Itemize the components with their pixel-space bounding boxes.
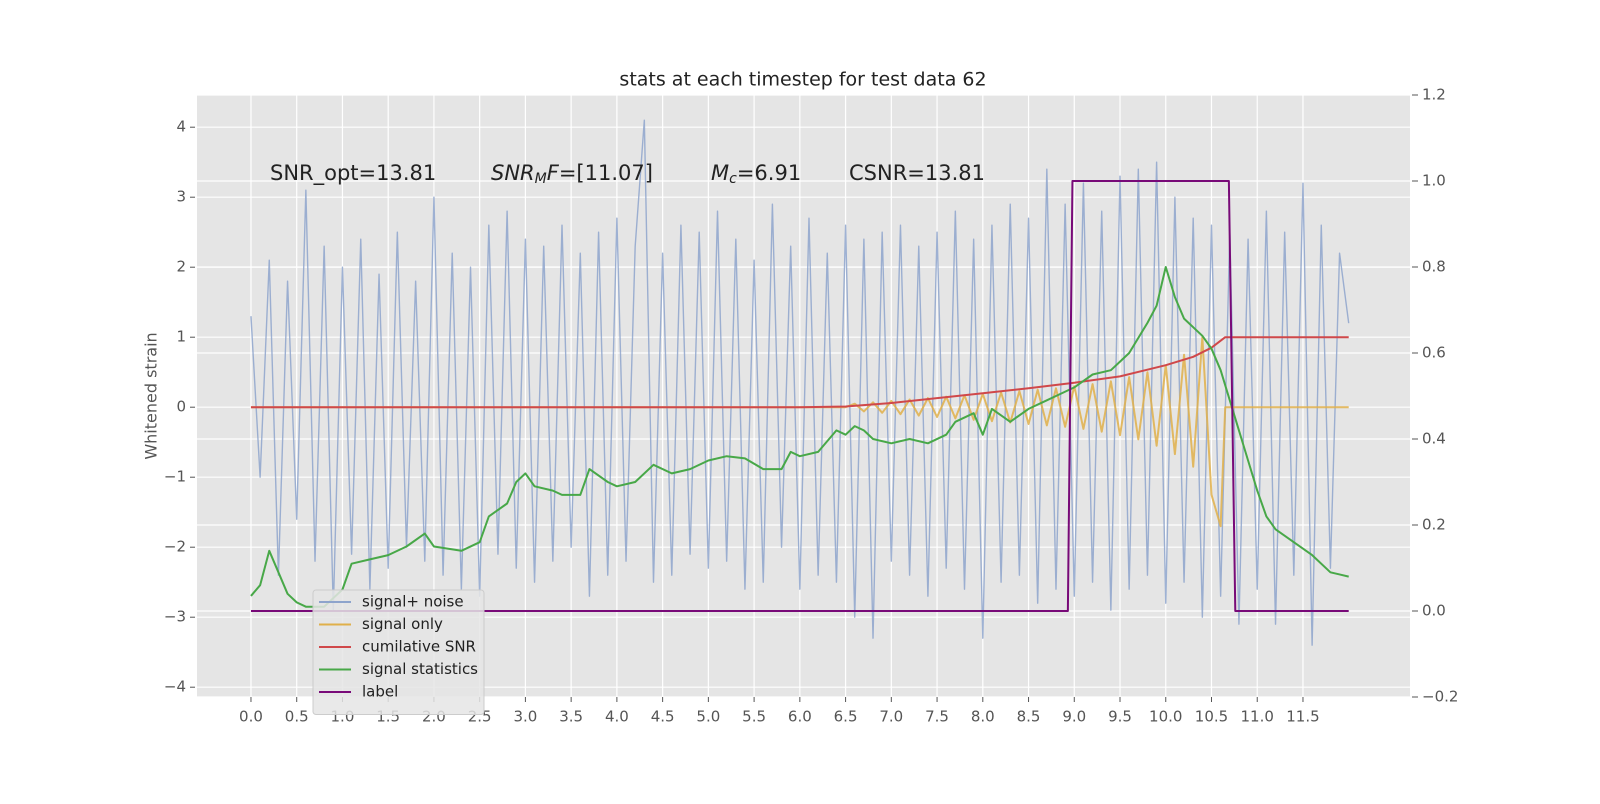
annotation-part: =[11.07] [559, 161, 653, 185]
y2-tick-label: 1.2 [1422, 86, 1446, 104]
y-tick-label: −3 [164, 608, 186, 626]
y-tick-label: 0 [176, 398, 186, 416]
annotation-part: c [729, 171, 737, 187]
x-tick-label: 5.5 [742, 708, 766, 726]
y-tick-label: 3 [176, 188, 186, 206]
series-line [250, 266, 1349, 608]
x-tick-label: 11.5 [1286, 708, 1319, 726]
x-tick-label: 9.5 [1108, 708, 1132, 726]
annotation-part: M [535, 171, 547, 187]
y2-tick-label: 0.2 [1422, 516, 1446, 534]
legend-box [312, 589, 485, 715]
x-tick-label: 11.0 [1241, 708, 1274, 726]
chart-title: stats at each timestep for test data 62 [619, 69, 986, 91]
legend-label: cumilative SNR [362, 638, 476, 656]
x-tick-label: 10.0 [1149, 708, 1182, 726]
annotation-part: M [711, 161, 729, 185]
annotation-part: =6.91 [737, 161, 801, 185]
annotation-part: SNR [491, 161, 535, 185]
legend-label: signal statistics [362, 660, 478, 678]
annotation: SNR_opt=13.81 [270, 161, 436, 186]
x-tick-label: 7.5 [925, 708, 949, 726]
series-line [250, 336, 1349, 409]
marks [250, 119, 1350, 646]
x-tick-label: 9.0 [1062, 708, 1086, 726]
y2-tick-label: 0.8 [1422, 258, 1446, 276]
x-tick-label: 7.0 [879, 708, 903, 726]
legend-label: signal+ noise [362, 593, 464, 611]
y-tick-label: 1 [176, 328, 186, 346]
grid [197, 94, 1410, 698]
annotation: SNRMF=[11.07] [491, 161, 653, 187]
y-tick-label: −2 [164, 538, 186, 556]
x-tick-label: 8.0 [971, 708, 995, 726]
y2-tick-label: 0.6 [1422, 344, 1446, 362]
annotation-part: F [547, 161, 560, 185]
x-tick-label: 0.5 [285, 708, 309, 726]
annotation-part: SNR_opt=13.81 [270, 161, 436, 186]
legend-label: signal only [362, 615, 443, 633]
annotation-part: CSNR=13.81 [849, 161, 985, 185]
x-tick-label: 3.5 [559, 708, 583, 726]
y2-tick-label: 1.0 [1422, 172, 1446, 190]
x-tick-label: 5.0 [696, 708, 720, 726]
y-tick-label: −4 [164, 678, 186, 696]
x-tick-label: 8.5 [1017, 708, 1041, 726]
annotation: Mc=6.91 [711, 161, 801, 187]
y-tick-label: 2 [176, 258, 186, 276]
series-line [250, 336, 1349, 528]
annotation: CSNR=13.81 [849, 161, 985, 185]
legend-label: label [362, 683, 398, 701]
y-tick-label: 4 [176, 118, 186, 136]
series-line [250, 180, 1349, 612]
x-tick-label: 6.5 [834, 708, 858, 726]
y2-tick-label: −0.2 [1422, 688, 1458, 706]
y-tick-label: −1 [164, 468, 186, 486]
x-tick-label: 4.0 [605, 708, 629, 726]
axes: 0.0 0.5 1.0 1.5 2.0 2.5 3.0 3.5 4.0 4.5 5.0 5.5 6.0 6… [164, 86, 1459, 726]
y2-tick-label: 0.4 [1422, 430, 1446, 448]
legend: signal+ noise signal only cumilative SNR si… [312, 589, 485, 715]
x-tick-label: 10.5 [1195, 708, 1228, 726]
x-tick-label: 4.5 [651, 708, 675, 726]
y-axis-label: Whitened strain [142, 332, 161, 459]
y2-tick-label: 0.0 [1422, 602, 1446, 620]
x-tick-label: 0.0 [239, 708, 263, 726]
x-tick-label: 6.0 [788, 708, 812, 726]
series-line [250, 119, 1350, 646]
x-tick-label: 3.0 [513, 708, 537, 726]
